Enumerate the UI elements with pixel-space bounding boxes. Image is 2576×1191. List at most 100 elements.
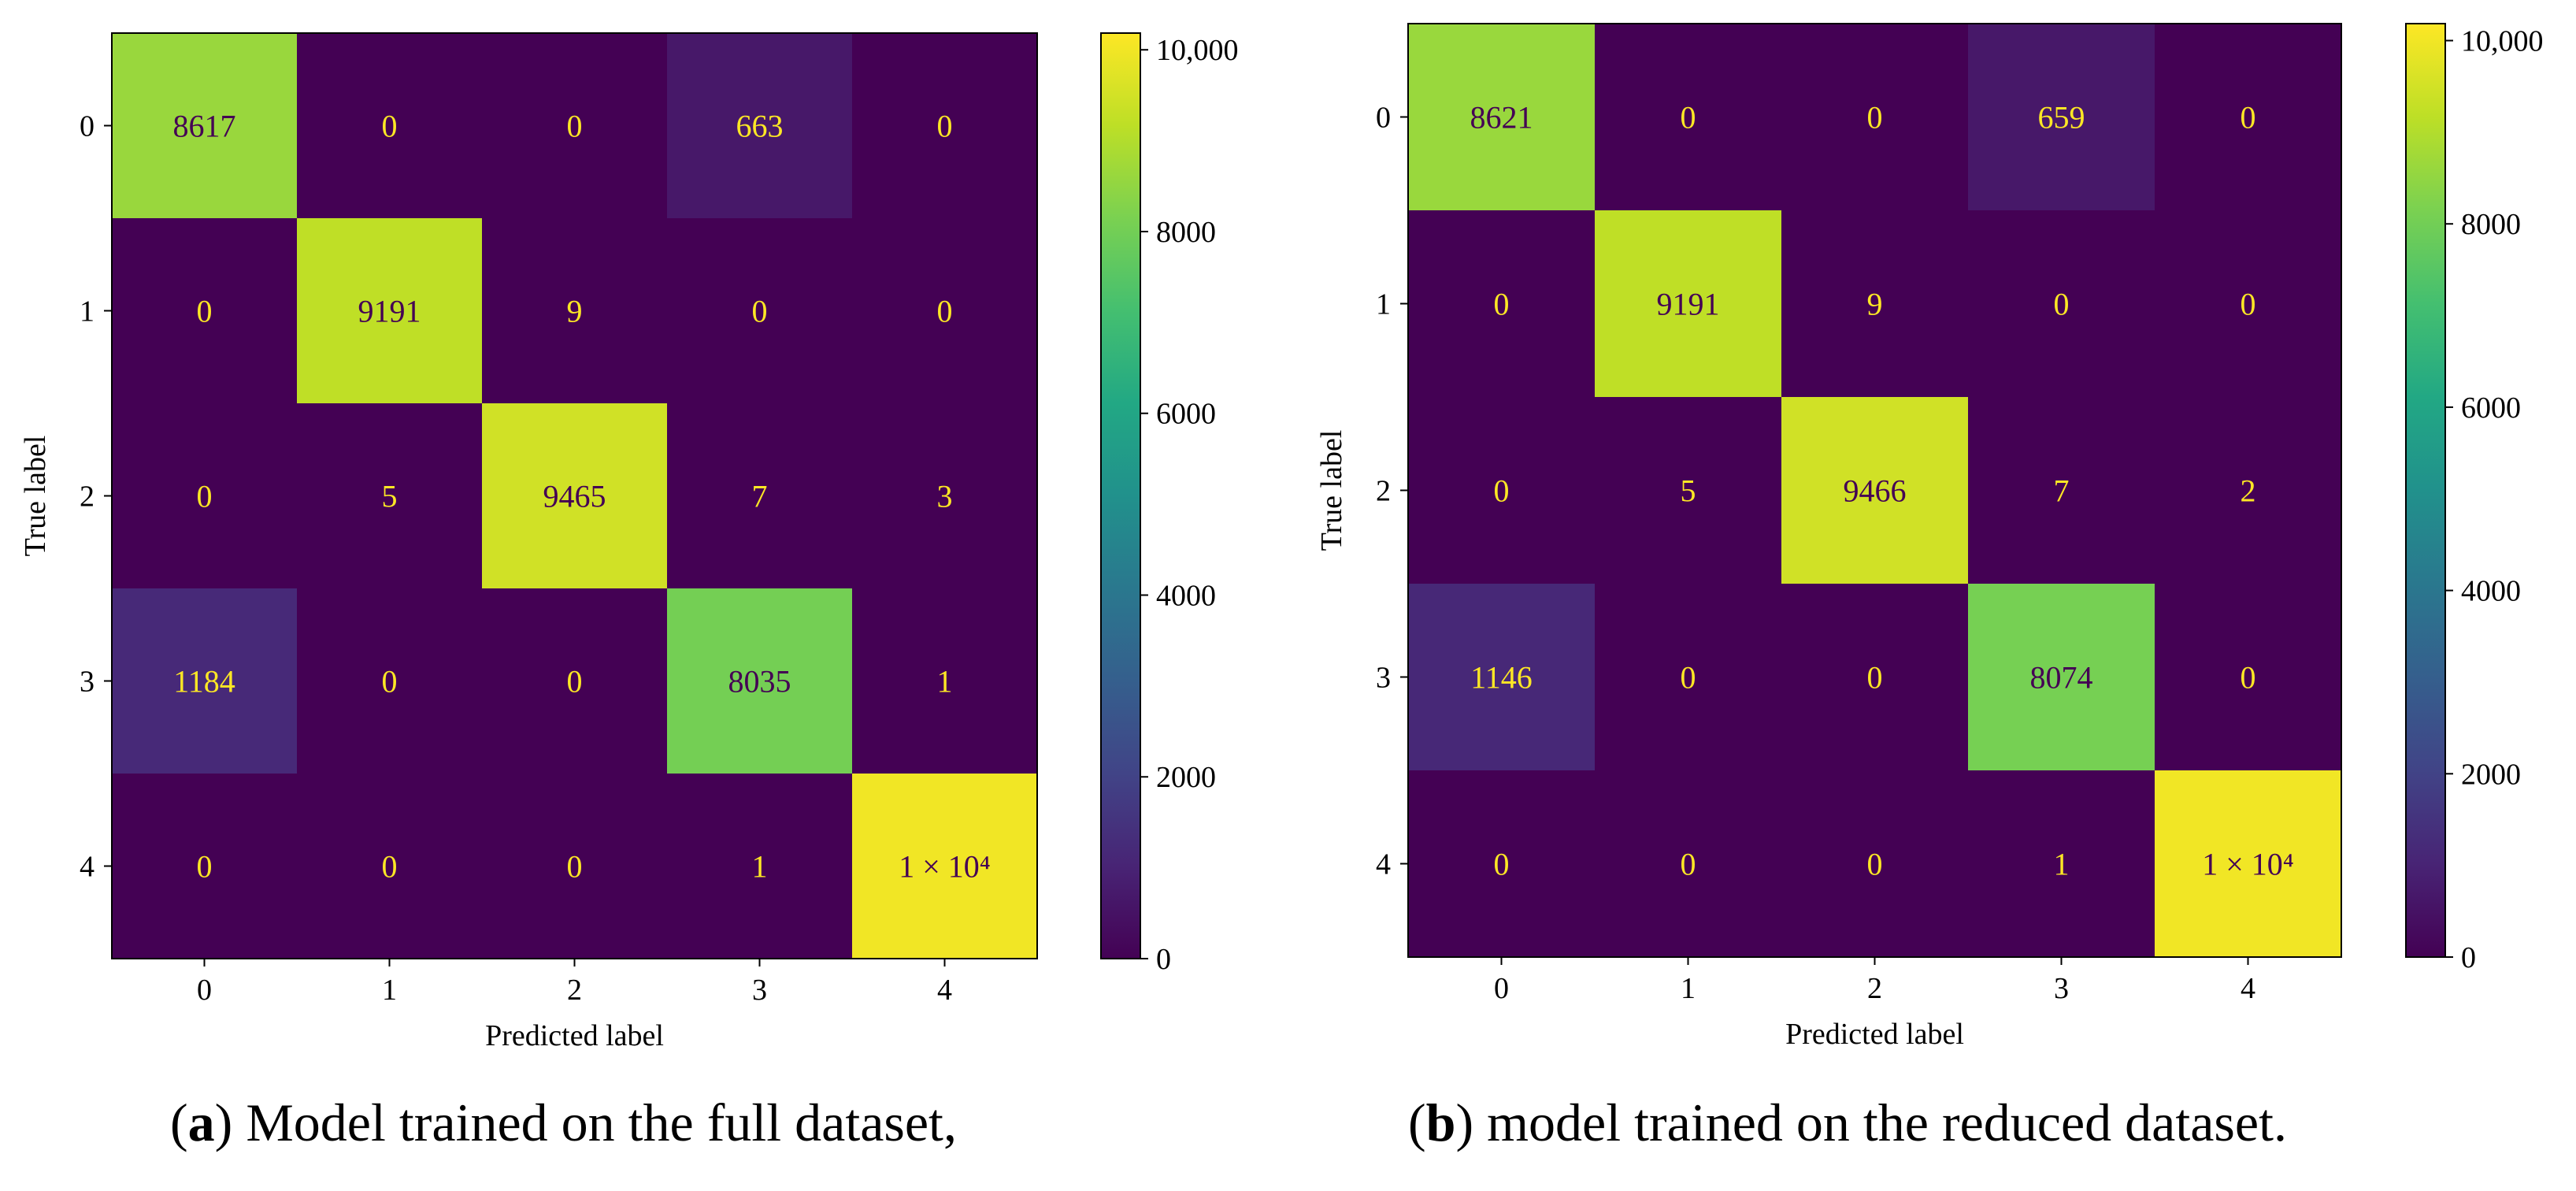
- colorbar-tick-label-1: 2000: [1156, 761, 1216, 794]
- y-tick-label-1: 1: [1376, 288, 1391, 321]
- cell-r4-c0: [1408, 770, 1596, 958]
- cell-r2-c0: [112, 403, 298, 589]
- cell-label-r3-c1: 0: [1681, 660, 1696, 696]
- x-tick-label-0: 0: [1494, 972, 1509, 1005]
- cell-r2-c1: [297, 403, 483, 589]
- colorbar-tick-label-4: 8000: [2461, 208, 2521, 241]
- cell-r0-c2: [1781, 24, 1969, 211]
- cell-label-r2-c2: 9465: [543, 479, 606, 514]
- cell-r0-c2: [482, 33, 668, 219]
- cell-r1-c3: [1968, 210, 2155, 398]
- cell-label-r0-c4: 0: [2241, 100, 2256, 135]
- cell-label-r2-c3: 7: [2054, 473, 2070, 509]
- cell-r2-c2: [1781, 397, 1969, 584]
- y-tick-label-1: 1: [80, 295, 95, 328]
- cell-label-r1-c1: 9191: [1657, 287, 1720, 322]
- x-tick-label-3: 3: [752, 974, 767, 1007]
- cell-r4-c2: [1781, 770, 1969, 958]
- colorbar-tick-label-0: 0: [1156, 943, 1171, 976]
- y-axis-label: True label: [1315, 430, 1348, 551]
- cell-r4-c2: [482, 774, 668, 959]
- cell-r2-c3: [667, 403, 853, 589]
- x-axis-label: Predicted label: [1785, 1018, 1964, 1051]
- y-axis-label: True label: [19, 436, 52, 557]
- cell-label-r3-c1: 0: [382, 664, 398, 699]
- cell-label-r0-c3: 659: [2038, 100, 2085, 135]
- cell-r0-c4: [2155, 24, 2342, 211]
- confusion-matrix-reduced: 8621 0 0 659 0 0 9191 9 0 0 0 5 9466 7 2 1146 0 0 8074 0 0 0 0…: [1315, 23, 2544, 1051]
- cell-r1-c4: [852, 218, 1038, 404]
- cell-label-r1-c3: 0: [2054, 287, 2070, 322]
- cell-r3-c3: [1968, 584, 2155, 771]
- cell-label-r3-c4: 1: [937, 664, 953, 699]
- cell-label-r2-c1: 5: [382, 479, 398, 514]
- colorbar-tick-label-5: 10,000: [1156, 34, 1239, 67]
- cell-label-r2-c1: 5: [1681, 473, 1696, 509]
- cell-r0-c1: [1595, 24, 1782, 211]
- cell-label-r0-c0: 8621: [1470, 100, 1533, 135]
- cell-label-r0-c1: 0: [382, 109, 398, 144]
- cell-r2-c0: [1408, 397, 1596, 584]
- y-tick-label-3: 3: [1376, 662, 1391, 695]
- x-axis-label: Predicted label: [485, 1019, 664, 1052]
- y-tick-label-2: 2: [1376, 475, 1391, 508]
- y-tick-label-4: 4: [1376, 848, 1391, 881]
- cell-r0-c3: [667, 33, 853, 219]
- cell-label-r2-c0: 0: [1494, 473, 1510, 509]
- cell-label-r4-c4: 1 × 10⁴: [899, 849, 991, 885]
- cell-label-r3-c4: 0: [2241, 660, 2256, 696]
- cell-label-r4-c1: 0: [382, 849, 398, 885]
- cell-r3-c1: [1595, 584, 1782, 771]
- cell-label-r4-c1: 0: [1681, 847, 1696, 882]
- x-tick-label-2: 2: [1867, 972, 1882, 1005]
- cell-r3-c2: [1781, 584, 1969, 771]
- cell-r4-c3: [1968, 770, 2155, 958]
- x-tick-label-4: 4: [2241, 972, 2255, 1005]
- cell-label-r4-c2: 0: [1867, 847, 1883, 882]
- cell-r3-c3: [667, 588, 853, 774]
- cell-label-r4-c0: 0: [1494, 847, 1510, 882]
- cell-r2-c4: [2155, 397, 2342, 584]
- cell-r4-c1: [1595, 770, 1782, 958]
- cell-label-r3-c2: 0: [567, 664, 583, 699]
- colorbar-tick-label-0: 0: [2461, 941, 2476, 974]
- cell-r1-c2: [1781, 210, 1969, 398]
- cell-r0-c1: [297, 33, 483, 219]
- caption-b: (b) model trained on the reduced dataset…: [1408, 1093, 2287, 1152]
- cell-label-r0-c1: 0: [1681, 100, 1696, 135]
- cell-label-r0-c4: 0: [937, 109, 953, 144]
- cell-label-r1-c4: 0: [2241, 287, 2256, 322]
- cell-r3-c4: [2155, 584, 2342, 771]
- cell-r0-c0: [1408, 24, 1596, 211]
- cell-r2-c1: [1595, 397, 1782, 584]
- cell-label-r2-c4: 3: [937, 479, 953, 514]
- cell-r2-c2: [482, 403, 668, 589]
- x-tick-label-1: 1: [1681, 972, 1696, 1005]
- cell-label-r2-c0: 0: [197, 479, 213, 514]
- cell-r4-c3: [667, 774, 853, 959]
- cell-label-r1-c0: 0: [1494, 287, 1510, 322]
- cell-r1-c1: [297, 218, 483, 404]
- y-tick-label-4: 4: [80, 851, 95, 884]
- cell-label-r2-c2: 9466: [1844, 473, 1907, 509]
- cell-label-r1-c1: 9191: [358, 294, 421, 329]
- cell-label-r3-c3: 8035: [728, 664, 791, 699]
- colorbar: [1100, 32, 1141, 959]
- x-tick-label-3: 3: [2054, 972, 2069, 1005]
- cell-r1-c4: [2155, 210, 2342, 398]
- cell-r3-c4: [852, 588, 1038, 774]
- cell-label-r3-c0: 1146: [1470, 660, 1533, 696]
- x-tick-label-0: 0: [197, 974, 212, 1007]
- cell-label-r2-c4: 2: [2241, 473, 2256, 509]
- caption-b-letter: b: [1425, 1093, 1456, 1152]
- cell-label-r1-c4: 0: [937, 294, 953, 329]
- colorbar-tick-label-4: 8000: [1156, 216, 1216, 249]
- cell-r3-c0: [1408, 584, 1596, 771]
- cell-r0-c3: [1968, 24, 2155, 211]
- cell-r1-c0: [1408, 210, 1596, 398]
- colorbar-tick-label-1: 2000: [2461, 758, 2521, 791]
- caption-a: (a) Model trained on the full dataset,: [170, 1093, 957, 1152]
- cell-r2-c3: [1968, 397, 2155, 584]
- cell-r2-c4: [852, 403, 1038, 589]
- cell-r4-c1: [297, 774, 483, 959]
